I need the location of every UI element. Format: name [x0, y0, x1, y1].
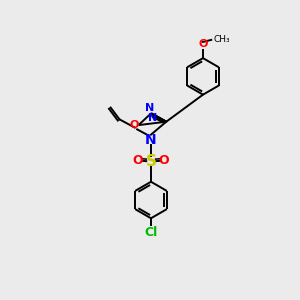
- Text: O: O: [159, 154, 169, 167]
- Text: N: N: [145, 103, 154, 113]
- Text: O: O: [129, 120, 139, 130]
- Text: S: S: [146, 154, 157, 169]
- Text: O: O: [133, 154, 143, 167]
- Text: Cl: Cl: [144, 226, 158, 239]
- Text: N: N: [145, 133, 157, 147]
- Text: N: N: [148, 113, 158, 123]
- Text: CH₃: CH₃: [214, 35, 230, 44]
- Text: O: O: [199, 39, 208, 49]
